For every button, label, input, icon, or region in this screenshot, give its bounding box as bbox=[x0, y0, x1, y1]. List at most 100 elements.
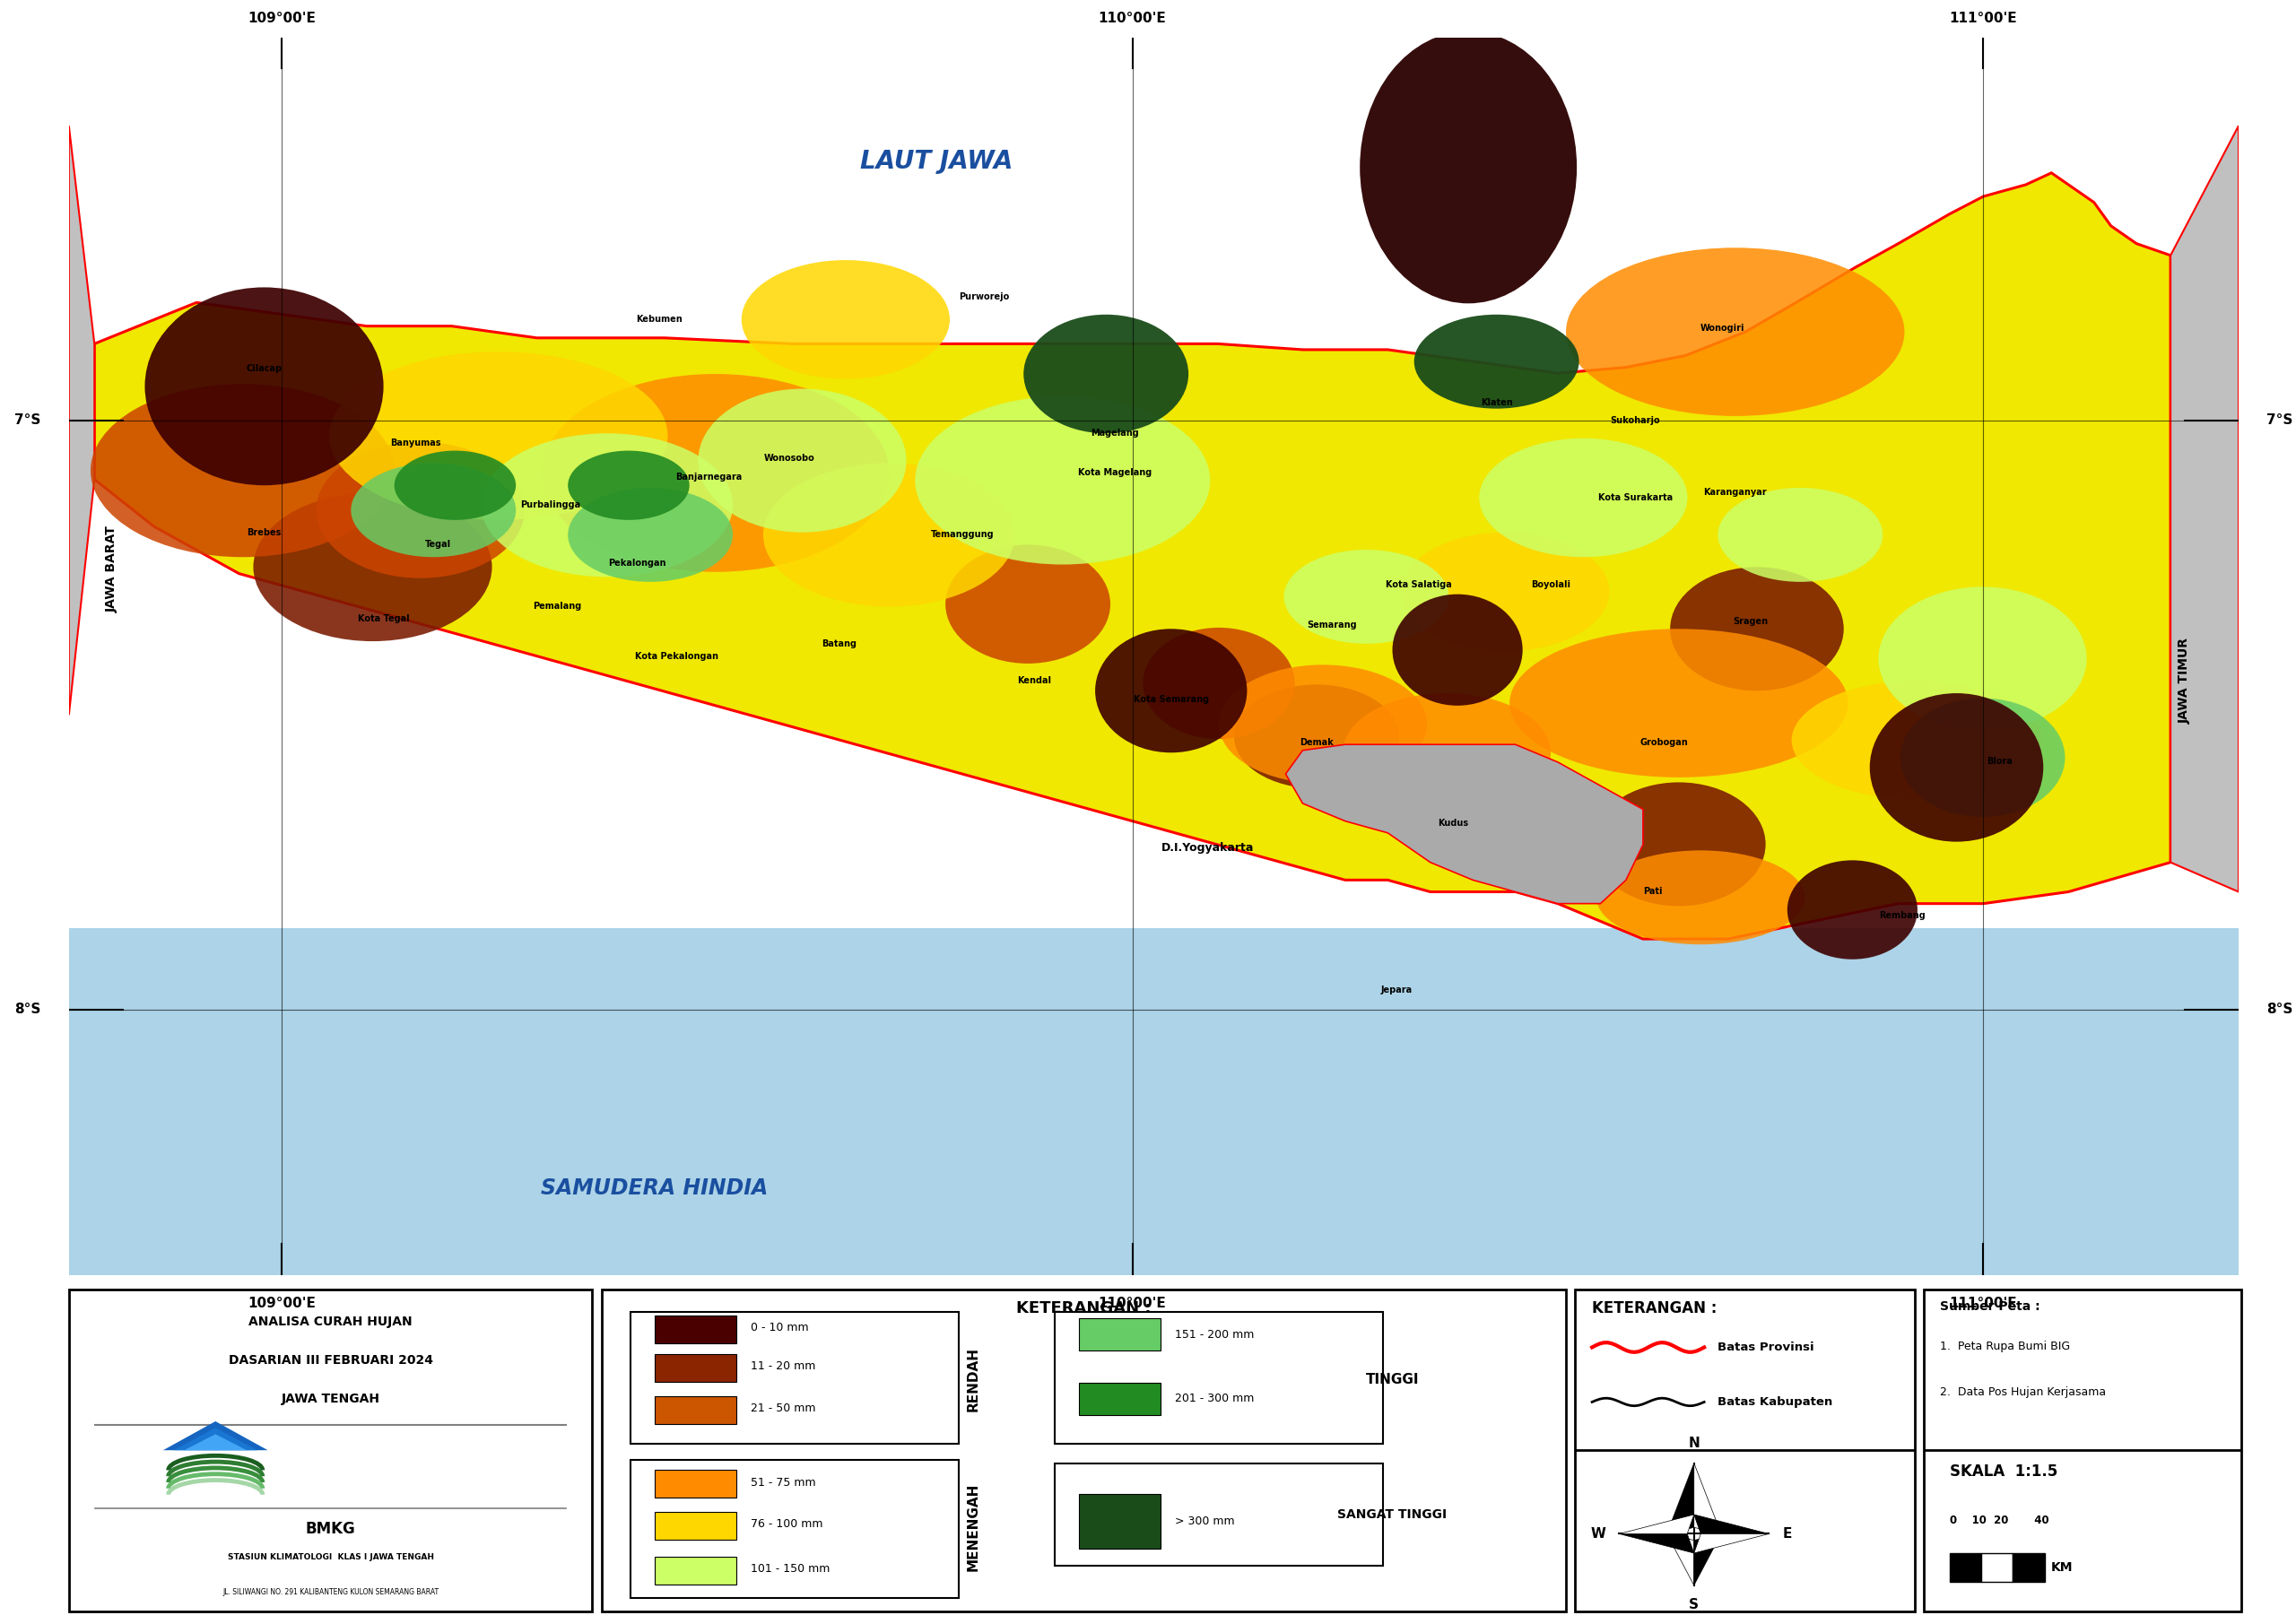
Ellipse shape bbox=[1401, 533, 1609, 651]
Text: 110°00'E: 110°00'E bbox=[1097, 1298, 1166, 1311]
Polygon shape bbox=[1667, 1463, 1694, 1533]
Text: Pati: Pati bbox=[1644, 887, 1662, 896]
Polygon shape bbox=[174, 1427, 257, 1450]
Text: 111°00'E: 111°00'E bbox=[1949, 11, 2018, 24]
Text: Batang: Batang bbox=[822, 640, 856, 648]
Text: Magelang: Magelang bbox=[1091, 429, 1139, 438]
Bar bbox=[654, 1315, 737, 1343]
Text: 111°00'E: 111°00'E bbox=[1949, 1298, 2018, 1311]
Text: 109°00'E: 109°00'E bbox=[248, 1298, 315, 1311]
Text: Wonosobo: Wonosobo bbox=[765, 453, 815, 463]
Bar bbox=[654, 1557, 737, 1585]
Text: Kudus: Kudus bbox=[1437, 818, 1469, 828]
Text: Tegal: Tegal bbox=[425, 541, 450, 549]
Bar bbox=[631, 1312, 957, 1444]
Text: Kota Tegal: Kota Tegal bbox=[358, 614, 409, 624]
Text: BMKG: BMKG bbox=[305, 1522, 356, 1536]
Polygon shape bbox=[184, 1434, 248, 1450]
Ellipse shape bbox=[317, 442, 523, 578]
Text: 76 - 100 mm: 76 - 100 mm bbox=[751, 1518, 824, 1530]
Polygon shape bbox=[2170, 125, 2239, 892]
Text: N: N bbox=[1688, 1437, 1699, 1450]
Bar bbox=[654, 1512, 737, 1540]
Text: 2.  Data Pos Hujan Kerjasama: 2. Data Pos Hujan Kerjasama bbox=[1940, 1385, 2105, 1398]
Bar bbox=[1079, 1319, 1162, 1351]
Ellipse shape bbox=[542, 374, 889, 572]
Text: Banjarnegara: Banjarnegara bbox=[675, 473, 742, 481]
Text: Temanggung: Temanggung bbox=[932, 531, 994, 539]
Ellipse shape bbox=[1566, 248, 1903, 416]
Ellipse shape bbox=[567, 487, 732, 581]
Polygon shape bbox=[1694, 1533, 1722, 1585]
Text: 1.  Peta Rupa Bumi BIG: 1. Peta Rupa Bumi BIG bbox=[1940, 1341, 2071, 1353]
Text: S: S bbox=[1690, 1598, 1699, 1611]
Ellipse shape bbox=[1717, 487, 1883, 581]
Ellipse shape bbox=[482, 434, 732, 577]
Ellipse shape bbox=[1391, 594, 1522, 705]
Text: Pemalang: Pemalang bbox=[533, 603, 581, 611]
Text: D.I.Yogyakarta: D.I.Yogyakarta bbox=[1162, 843, 1254, 854]
Ellipse shape bbox=[1143, 627, 1295, 739]
Text: Kota Surakarta: Kota Surakarta bbox=[1598, 494, 1674, 502]
Text: Kebumen: Kebumen bbox=[636, 315, 682, 323]
Text: > 300 mm: > 300 mm bbox=[1176, 1515, 1235, 1527]
Text: Banyumas: Banyumas bbox=[390, 438, 441, 448]
Text: Purbalingga: Purbalingga bbox=[521, 500, 581, 510]
Polygon shape bbox=[163, 1421, 269, 1450]
Text: Sukoharjo: Sukoharjo bbox=[1609, 416, 1660, 425]
Text: Sragen: Sragen bbox=[1733, 617, 1768, 625]
Ellipse shape bbox=[145, 287, 383, 486]
Text: 110°00'E: 110°00'E bbox=[1097, 11, 1166, 24]
Text: Wonogiri: Wonogiri bbox=[1699, 323, 1745, 333]
Bar bbox=[2014, 1553, 2043, 1582]
Text: LAUT JAWA: LAUT JAWA bbox=[861, 148, 1013, 174]
Text: 8°S: 8°S bbox=[2266, 1004, 2294, 1017]
Polygon shape bbox=[1619, 1533, 1694, 1553]
Text: KM: KM bbox=[2050, 1561, 2073, 1574]
Text: Kota Magelang: Kota Magelang bbox=[1077, 468, 1153, 477]
Ellipse shape bbox=[351, 463, 517, 557]
Text: 109°00'E: 109°00'E bbox=[248, 11, 315, 24]
Polygon shape bbox=[69, 929, 2239, 1275]
Text: 7°S: 7°S bbox=[14, 414, 41, 427]
Text: Karanganyar: Karanganyar bbox=[1704, 489, 1768, 497]
Text: JAWA TENGAH: JAWA TENGAH bbox=[282, 1392, 379, 1405]
Text: Klaten: Klaten bbox=[1481, 398, 1513, 408]
Text: Grobogan: Grobogan bbox=[1639, 739, 1688, 747]
Text: Kendal: Kendal bbox=[1017, 676, 1052, 685]
Text: Pekalongan: Pekalongan bbox=[608, 559, 666, 568]
Text: STASIUN KLIMATOLOGI  KLAS I JAWA TENGAH: STASIUN KLIMATOLOGI KLAS I JAWA TENGAH bbox=[227, 1553, 434, 1561]
Polygon shape bbox=[1667, 1533, 1694, 1585]
Text: Sumber Peta :: Sumber Peta : bbox=[1940, 1301, 2041, 1314]
Text: KETERANGAN :: KETERANGAN : bbox=[1017, 1301, 1150, 1317]
Ellipse shape bbox=[762, 463, 1015, 607]
Ellipse shape bbox=[253, 492, 491, 641]
Text: JAWA TIMUR: JAWA TIMUR bbox=[2179, 638, 2190, 724]
Text: Rembang: Rembang bbox=[1878, 911, 1926, 921]
Text: Kota Pekalongan: Kota Pekalongan bbox=[634, 651, 719, 661]
Polygon shape bbox=[1286, 744, 1644, 903]
Text: 11 - 20 mm: 11 - 20 mm bbox=[751, 1361, 815, 1372]
Polygon shape bbox=[1619, 1515, 1694, 1533]
Text: RENDAH: RENDAH bbox=[967, 1348, 980, 1411]
Text: 101 - 150 mm: 101 - 150 mm bbox=[751, 1564, 831, 1575]
Text: MENENGAH: MENENGAH bbox=[967, 1483, 980, 1572]
Ellipse shape bbox=[1233, 685, 1398, 789]
Bar bbox=[1981, 1553, 2014, 1582]
Ellipse shape bbox=[1343, 693, 1550, 812]
Text: 21 - 50 mm: 21 - 50 mm bbox=[751, 1403, 815, 1415]
Ellipse shape bbox=[567, 451, 689, 520]
Text: JL. SILIWANGI NO. 291 KALIBANTENG KULON SEMARANG BARAT: JL. SILIWANGI NO. 291 KALIBANTENG KULON … bbox=[223, 1588, 439, 1596]
Ellipse shape bbox=[90, 383, 395, 557]
Bar bbox=[1079, 1494, 1162, 1548]
Ellipse shape bbox=[1591, 783, 1766, 906]
Ellipse shape bbox=[1024, 315, 1189, 434]
Bar bbox=[631, 1460, 957, 1598]
Text: SANGAT TINGGI: SANGAT TINGGI bbox=[1339, 1509, 1446, 1520]
Text: Cilacap: Cilacap bbox=[246, 364, 282, 374]
Bar bbox=[654, 1397, 737, 1424]
Text: Kota Semarang: Kota Semarang bbox=[1134, 695, 1208, 703]
Text: ANALISA CURAH HUJAN: ANALISA CURAH HUJAN bbox=[248, 1315, 413, 1328]
Bar bbox=[1054, 1312, 1382, 1444]
Ellipse shape bbox=[1878, 586, 2087, 731]
